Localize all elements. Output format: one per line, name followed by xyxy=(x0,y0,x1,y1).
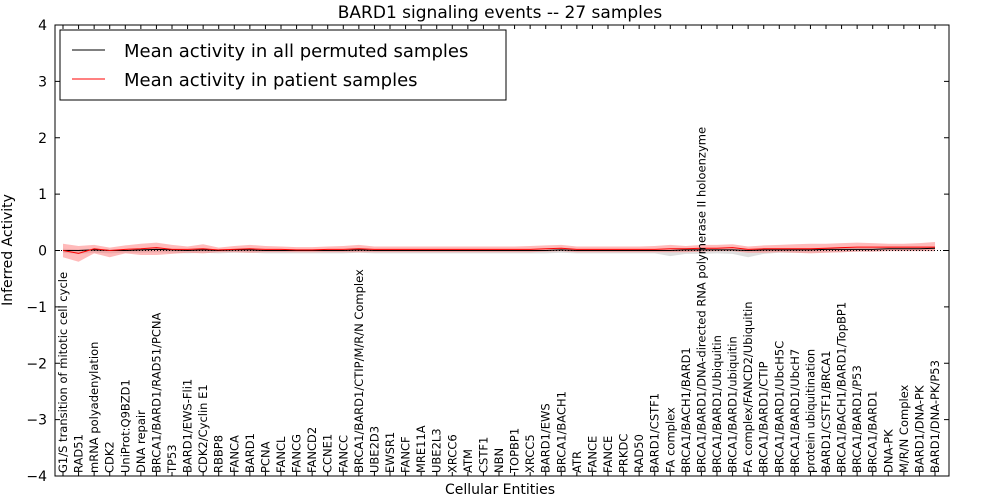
x-tick-label: BRCA1/BARD1/UbcH5C xyxy=(772,341,786,473)
x-tick-label: FANCG xyxy=(290,434,304,473)
x-tick-label: BARD1/CSTF1 xyxy=(648,393,662,473)
x-tick-label: FANCF xyxy=(399,436,413,473)
y-tick-label: 4 xyxy=(38,18,47,34)
legend-box xyxy=(59,29,507,101)
x-tick-label: BRCA1/BARD1/CTIP xyxy=(757,361,771,473)
legend: Mean activity in all permuted samples Me… xyxy=(59,29,507,101)
y-tick-label: −2 xyxy=(26,356,47,372)
x-tick-label: BARD1/EWS xyxy=(539,403,553,473)
x-tick-label: FANCC xyxy=(336,435,350,473)
y-tick-label: 3 xyxy=(38,74,47,90)
x-tick-label: UBE2D3 xyxy=(367,426,381,473)
y-tick-label: 1 xyxy=(38,187,47,203)
x-tick-label: M/R/N Complex xyxy=(897,384,911,473)
patient-band xyxy=(63,242,935,262)
x-axis: G1/S transition of mitotic cell cycle RAD… xyxy=(56,25,942,476)
x-tick-label: TOPBP1 xyxy=(508,428,522,474)
x-tick-label: BRCA1/BARD1/P53 xyxy=(850,365,864,473)
y-tick-label: −4 xyxy=(26,469,47,485)
y-tick-label: 0 xyxy=(38,244,47,260)
x-tick-label: BRCA1/BARD1/Ubiquitin xyxy=(710,335,724,473)
x-tick-label: RAD51 xyxy=(72,434,86,473)
x-tick-label: protein ubiquitination xyxy=(803,349,817,473)
x-tick-label: BRCA1/BARD1 xyxy=(866,391,880,473)
x-tick-label: FANCE xyxy=(585,436,599,473)
x-tick-label: CDK2/Cyclin E1 xyxy=(196,384,210,473)
x-tick-label: BARD1/DNA-PK/P53 xyxy=(928,360,942,473)
x-tick-label: RBBP8 xyxy=(212,435,226,473)
x-tick-label: FA complex/FANCD2/Ubiquitin xyxy=(741,302,755,473)
series-lines xyxy=(55,246,949,254)
x-tick-label: MRE11A xyxy=(414,425,428,473)
permuted-mean-line xyxy=(63,247,936,252)
x-tick-label: BARD1/DNA-PK xyxy=(912,385,926,473)
x-tick-label: ATR xyxy=(570,451,584,473)
x-tick-label: XRCC5 xyxy=(523,434,537,473)
y-axis-label: Inferred Activity xyxy=(0,194,16,306)
chart-title: BARD1 signaling events -- 27 samples xyxy=(338,3,663,23)
x-tick-label: BRCA1/BACH1/BARD1 xyxy=(679,347,693,473)
patient-mean-line xyxy=(62,246,935,254)
x-tick-label: EWSR1 xyxy=(383,432,397,473)
x-tick-label: PCNA xyxy=(258,441,272,473)
legend-label-patient: Mean activity in patient samples xyxy=(124,70,418,91)
x-tick-label: BRCA1/BARD1/RAD51/PCNA xyxy=(149,312,163,473)
x-tick-label: mRNA polyadenylation xyxy=(87,342,101,473)
x-tick-label: BARD1/CSTF1/BRCA1 xyxy=(819,351,833,473)
x-tick-label: BRCA1/BARD1/ubiquitin xyxy=(726,336,740,473)
x-tick-label: UniProt:Q9BZD1 xyxy=(118,379,132,473)
x-tick-label: RAD50 xyxy=(632,434,646,473)
x-tick-label: FANCA xyxy=(227,435,241,473)
x-tick-label: BRCA1/BARD1/CTIP/M/R/N Complex xyxy=(352,269,366,473)
x-tick-label: FANCD2 xyxy=(305,427,319,473)
x-tick-label: BRCA1/BACH1 xyxy=(554,391,568,473)
x-tick-label: FANCE xyxy=(601,436,615,473)
x-tick-label: DNA repair xyxy=(134,410,148,473)
x-tick-label: FA complex xyxy=(663,407,677,473)
x-tick-label: G1/S transition of mitotic cell cycle xyxy=(56,272,70,473)
y-tick-label: 2 xyxy=(38,131,47,147)
x-tick-label: BRCA1/BARD1/UbcH7 xyxy=(788,349,802,473)
x-tick-label: CCNE1 xyxy=(321,434,335,473)
x-tick-label: UBE2L3 xyxy=(430,428,444,473)
x-tick-label: CSTF1 xyxy=(476,437,490,473)
x-tick-label: XRCC6 xyxy=(445,434,459,473)
x-tick-label: NBN xyxy=(492,448,506,473)
y-axis: −4 −3 −2 −1 0 1 2 3 4 xyxy=(26,18,949,485)
x-tick-label: FANCL xyxy=(274,436,288,473)
x-tick-label: PRKDC xyxy=(617,434,631,473)
x-tick-label: BRCA1/BACH1/BARD1/TopBP1 xyxy=(835,302,849,473)
x-tick-label: BRCA1/BARD1/DNA-directed RNA polymerase … xyxy=(694,127,708,473)
x-tick-label: TP53 xyxy=(165,444,179,474)
y-tick-label: −3 xyxy=(26,413,47,429)
legend-label-permuted: Mean activity in all permuted samples xyxy=(124,41,468,62)
x-tick-label: CDK2 xyxy=(103,441,117,473)
x-tick-label: BARD1/EWS-Fli1 xyxy=(181,379,195,473)
y-tick-label: −1 xyxy=(26,300,47,316)
x-tick-label: BARD1 xyxy=(243,433,257,473)
x-tick-label: ATM xyxy=(461,449,475,473)
x-tick-label: DNA-PK xyxy=(881,429,895,473)
x-axis-label: Cellular Entities xyxy=(445,482,555,498)
